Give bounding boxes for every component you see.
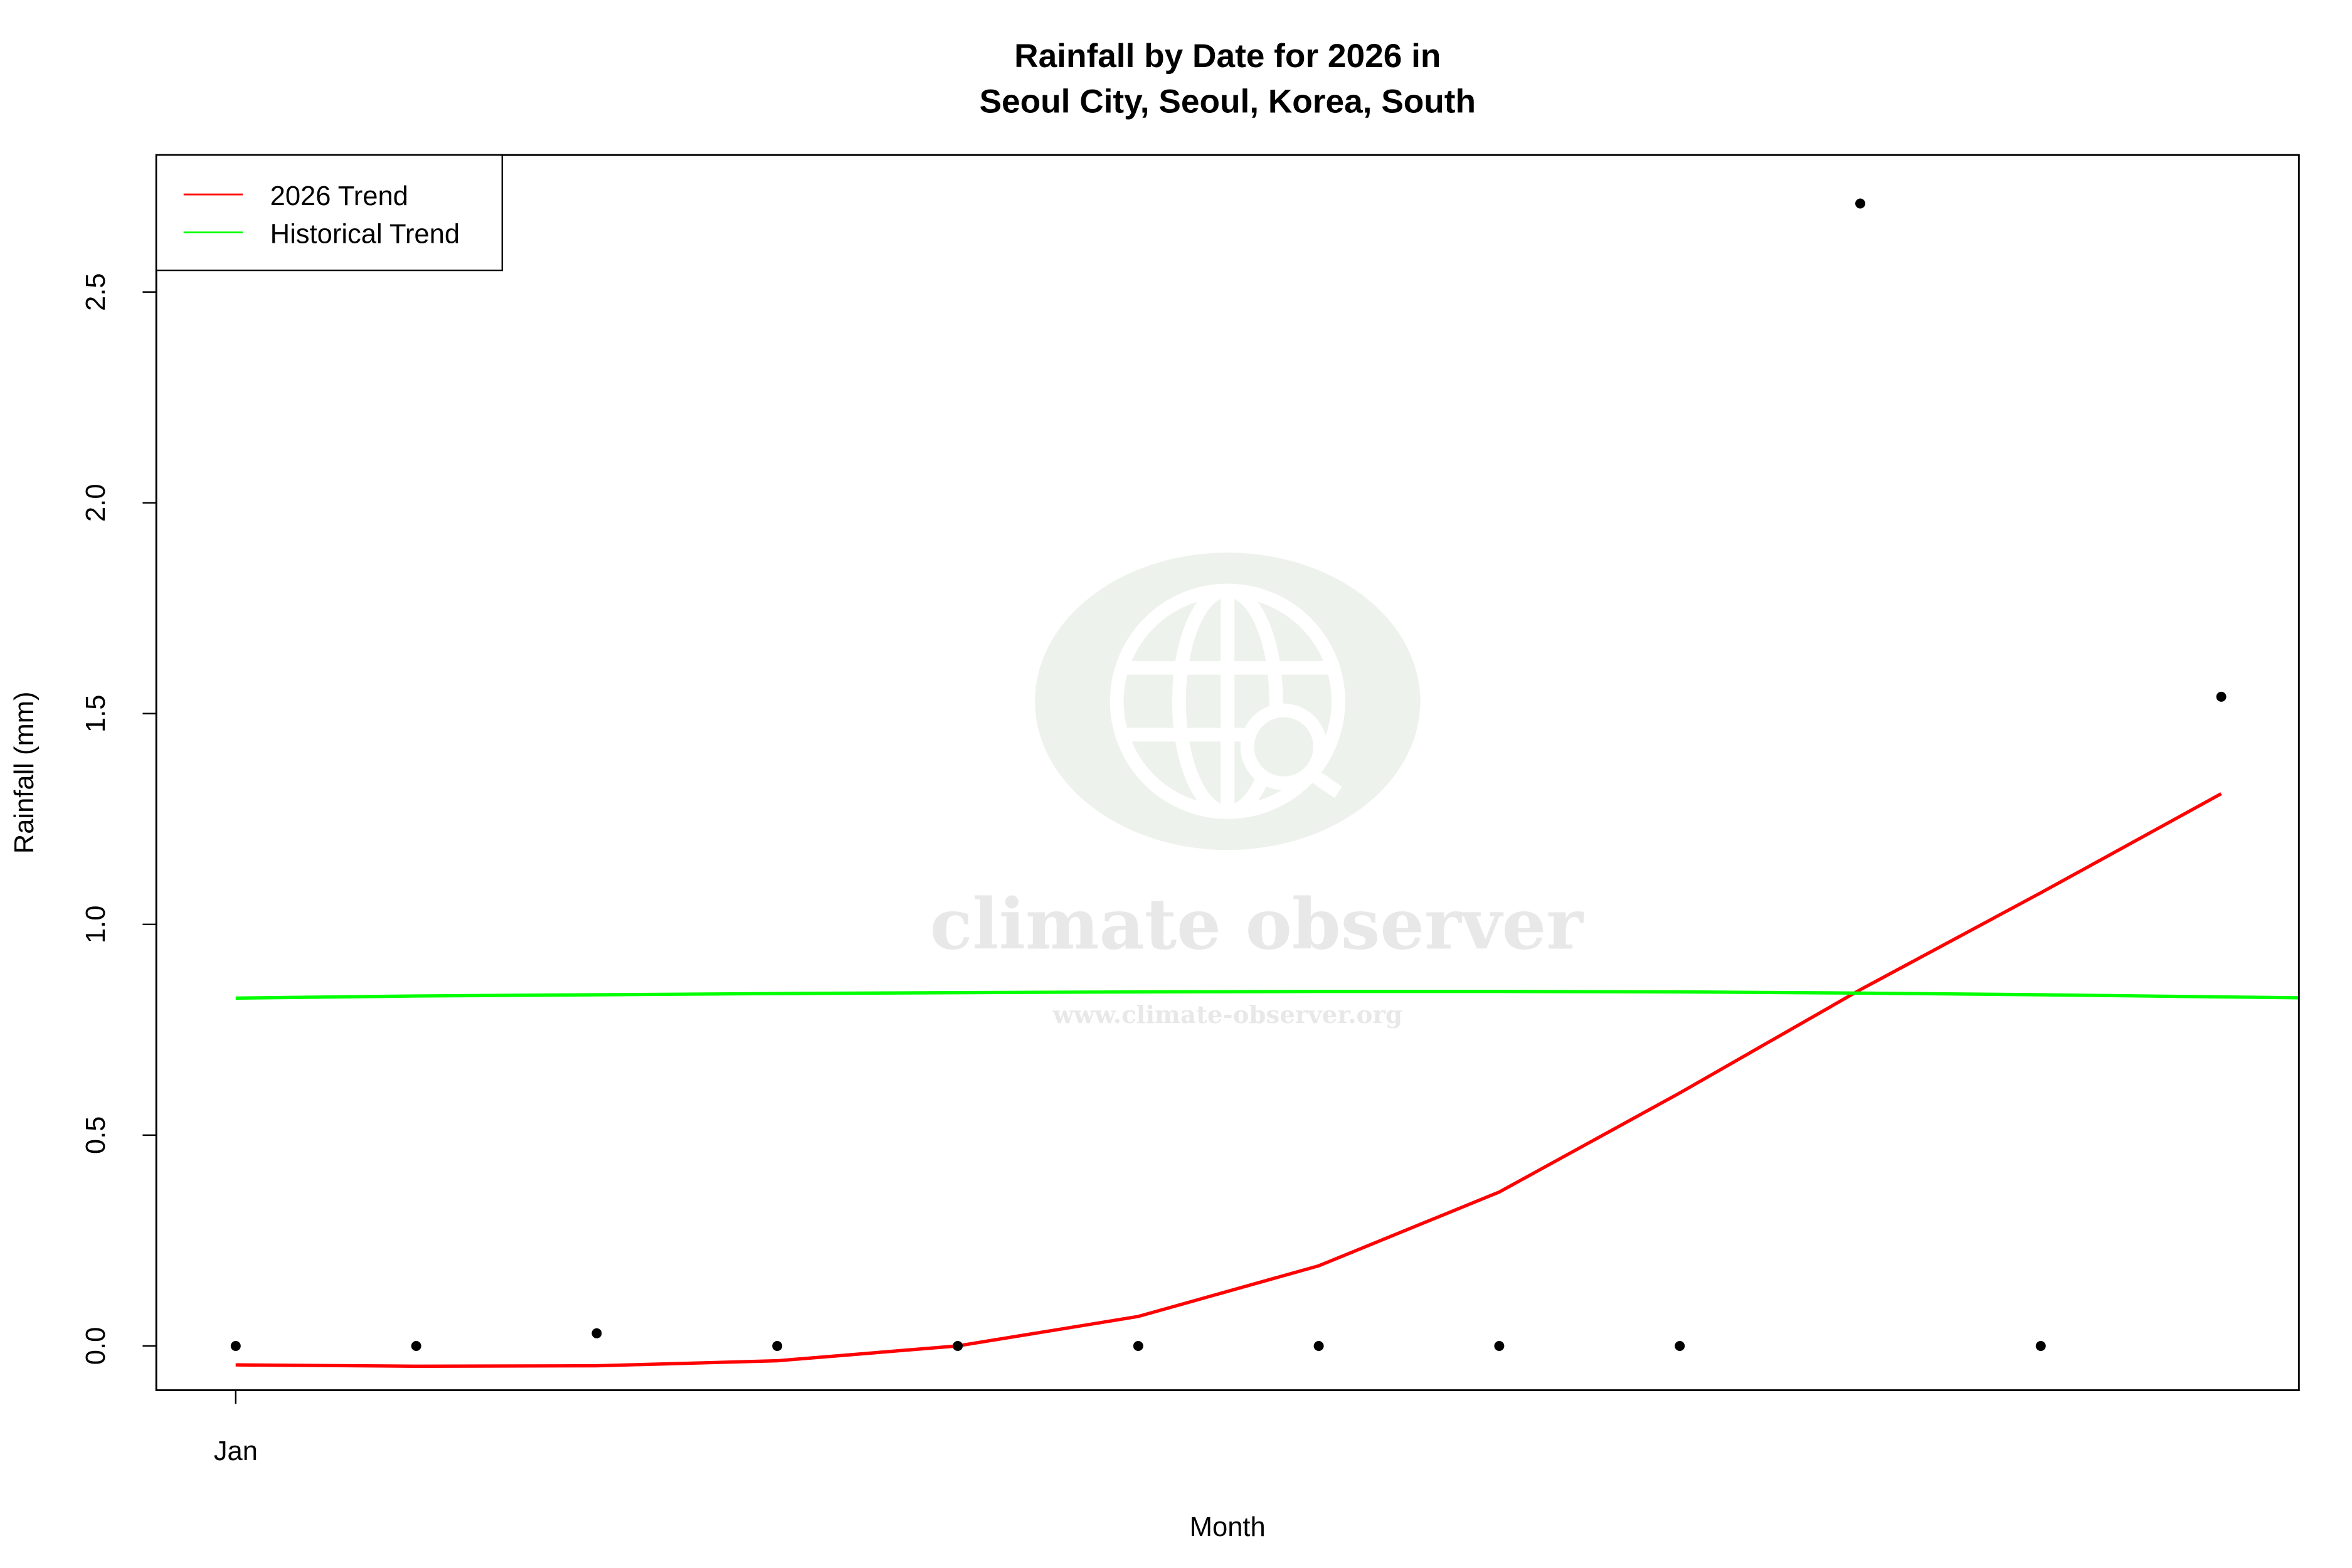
data-point xyxy=(591,1328,602,1338)
data-point xyxy=(953,1340,963,1351)
data-point xyxy=(1675,1340,1685,1351)
series-line-historical-trend xyxy=(235,990,2299,1000)
y-tick-label: 1.0 xyxy=(81,906,111,944)
y-tick-label: 1.5 xyxy=(81,694,111,733)
y-tick-label: 0.0 xyxy=(81,1327,111,1365)
data-point xyxy=(230,1340,241,1351)
chart-title: Rainfall by Date for 2026 in xyxy=(1014,38,1441,75)
data-point xyxy=(2216,691,2227,702)
y-tick-label: 2.5 xyxy=(81,273,111,311)
y-tick-label: 2.0 xyxy=(81,484,111,522)
watermark-url: www.climate-observer.org xyxy=(1052,1001,1402,1029)
x-tick-label: Jan xyxy=(214,1436,258,1466)
data-point xyxy=(411,1340,421,1351)
legend-label-2026-trend: 2026 Trend xyxy=(270,181,408,211)
plot-area xyxy=(230,198,2299,1368)
legend-label-historical-trend: Historical Trend xyxy=(270,220,460,250)
x-axis-label: Month xyxy=(1190,1512,1266,1542)
y-axis-label: Rainfall (mm) xyxy=(9,691,40,854)
data-point xyxy=(1313,1340,1324,1351)
axes: 0.0 0.5 1.0 1.5 2.0 2.5 Jan xyxy=(81,273,258,1466)
chart-subtitle: Seoul City, Seoul, Korea, South xyxy=(980,83,1476,120)
legend-box xyxy=(155,154,504,272)
series-line-2026-trend xyxy=(235,792,2222,1368)
data-point xyxy=(1133,1340,1143,1351)
watermark-logo: climate observer www.climate-observer.or… xyxy=(930,553,1584,1029)
data-point xyxy=(2035,1340,2046,1351)
data-point xyxy=(1855,198,1865,209)
data-point xyxy=(1494,1340,1505,1351)
y-tick-label: 0.5 xyxy=(81,1116,111,1155)
data-point xyxy=(772,1340,783,1351)
watermark-name: climate observer xyxy=(930,884,1584,966)
legend: 2026 Trend Historical Trend xyxy=(155,154,504,272)
plot-frame xyxy=(155,154,2300,1391)
